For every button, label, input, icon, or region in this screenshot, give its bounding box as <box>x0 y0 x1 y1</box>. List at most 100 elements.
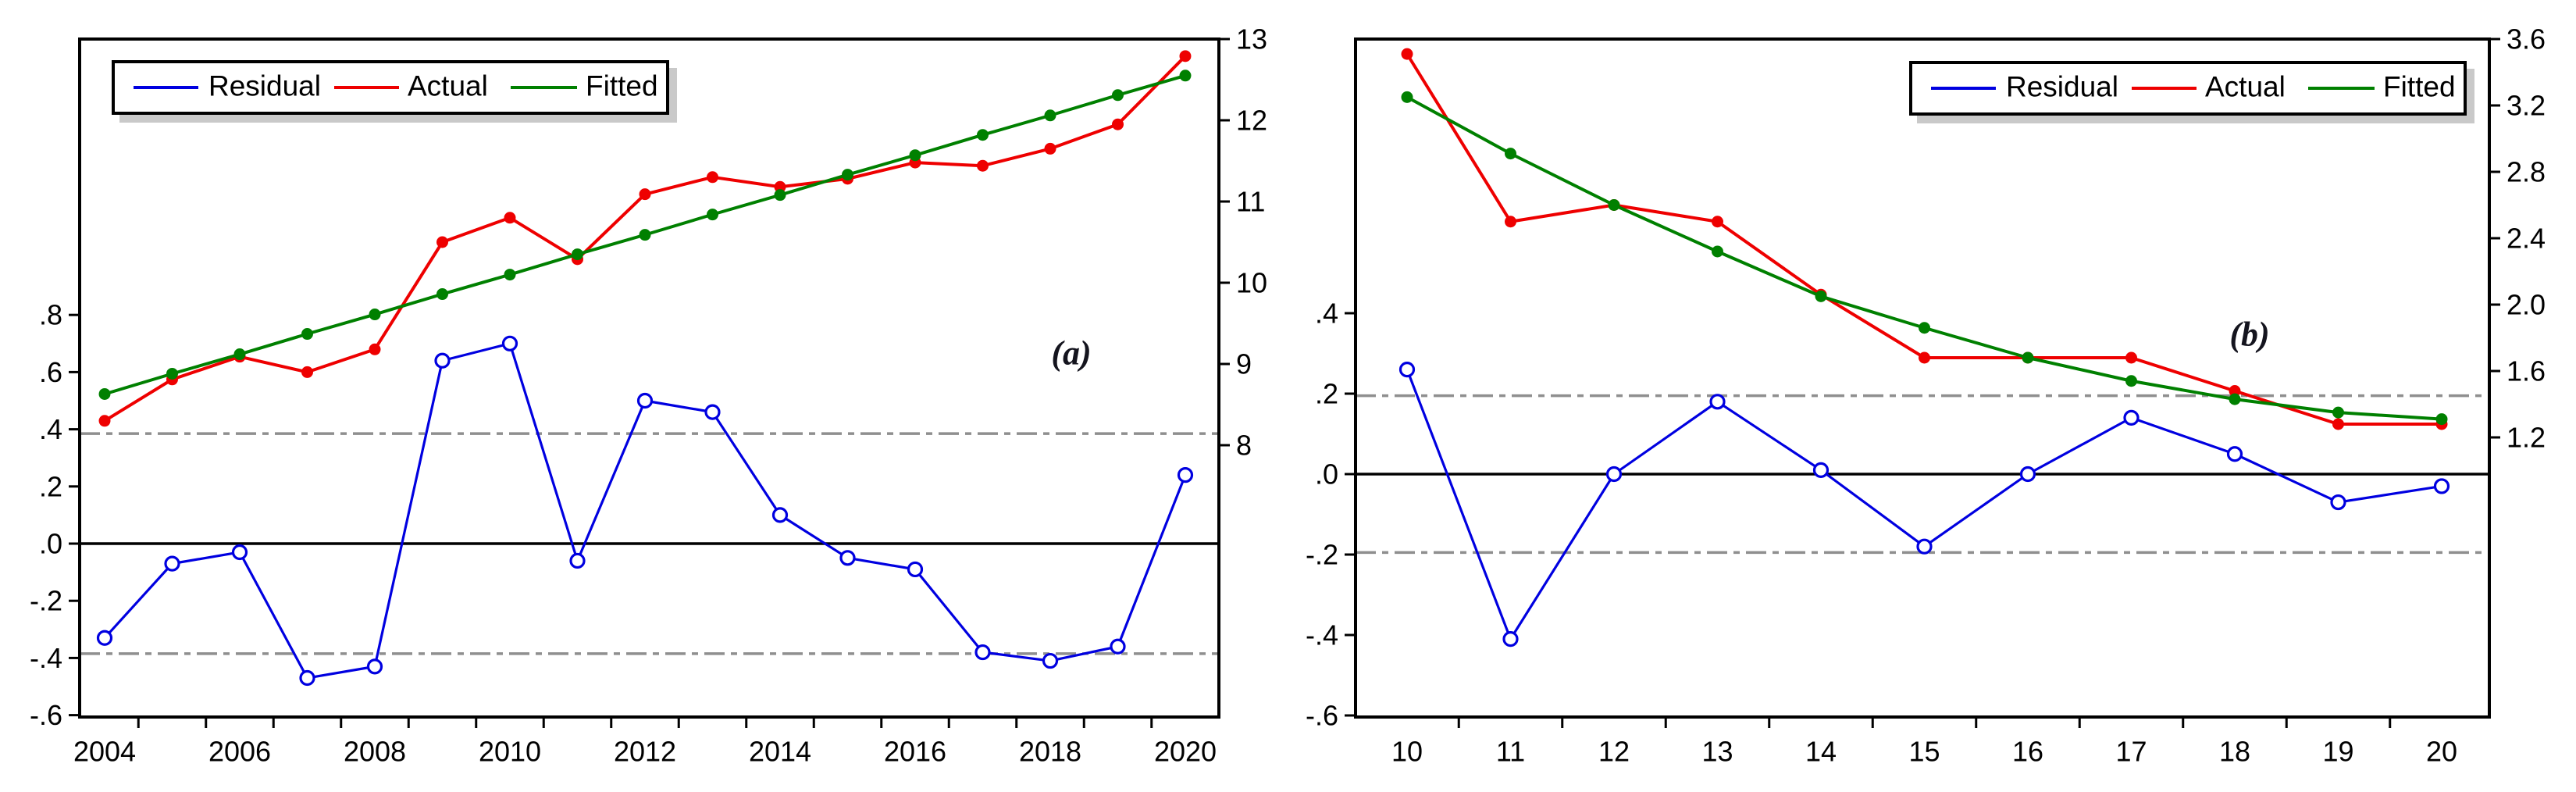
right-axis: 13 12 11 10 9 8 <box>1219 23 1267 462</box>
data-point-marker <box>299 669 315 687</box>
data-point-marker <box>1919 351 1930 364</box>
legend-label-residual: Residual <box>2006 70 2118 103</box>
legend-line-fitted <box>2308 87 2375 90</box>
svg-text:13: 13 <box>1701 736 1733 768</box>
svg-text:20: 20 <box>2426 736 2457 768</box>
svg-text:-.6: -.6 <box>1306 700 1338 732</box>
legend-label-residual: Residual <box>208 70 321 102</box>
data-point-marker <box>1401 48 1413 60</box>
data-point-marker <box>98 387 111 400</box>
data-point-marker <box>639 229 651 241</box>
x-axis: 2004 2006 2008 2010 2012 2014 2016 2018 2020 <box>73 717 1217 768</box>
data-point-marker <box>2123 409 2140 426</box>
legend-label-fitted: Fitted <box>586 70 658 102</box>
legend-label-fitted: Fitted <box>2383 70 2456 103</box>
data-point-marker <box>977 159 989 172</box>
series-residual <box>1398 362 2450 648</box>
svg-text:2004: 2004 <box>73 736 136 768</box>
data-point-marker <box>231 544 248 561</box>
svg-text:19: 19 <box>2322 736 2353 768</box>
data-point-marker <box>1179 70 1192 82</box>
svg-text:1.6: 1.6 <box>2507 355 2546 387</box>
data-point-marker <box>907 561 924 578</box>
svg-text:.4: .4 <box>1315 298 1338 330</box>
data-point-marker <box>977 129 989 141</box>
data-point-marker <box>501 335 518 351</box>
data-point-marker <box>436 236 448 248</box>
svg-text:9: 9 <box>1236 348 1252 380</box>
series-fitted <box>1401 91 2448 426</box>
data-point-marker <box>707 171 718 184</box>
data-point-marker <box>1712 216 1723 228</box>
data-point-marker <box>636 392 654 409</box>
data-point-marker <box>774 180 786 193</box>
svg-text:17: 17 <box>2115 736 2147 768</box>
svg-text:.6: .6 <box>39 356 62 388</box>
svg-text:10: 10 <box>1236 267 1267 299</box>
data-point-marker <box>1502 631 1519 648</box>
panel-(b): .4 .2 .0 -.2 -.4 -.6 3.6 3.2 2.8 2.4 2.0 1.6 1.2 10 11… <box>1306 23 2546 768</box>
data-point-marker <box>2125 351 2137 364</box>
svg-text:2010: 2010 <box>479 736 541 768</box>
data-point-marker <box>839 550 856 566</box>
data-point-marker <box>1044 142 1056 155</box>
data-point-marker <box>2332 418 2344 430</box>
data-point-marker <box>2229 393 2241 405</box>
data-point-marker <box>436 288 448 301</box>
legend-line-residual <box>134 86 198 89</box>
data-point-marker <box>1505 148 1516 160</box>
svg-text:18: 18 <box>2219 736 2250 768</box>
data-point-marker <box>96 630 113 646</box>
data-point-marker <box>707 209 718 221</box>
data-point-marker <box>1709 394 1726 410</box>
svg-text:2008: 2008 <box>344 736 406 768</box>
left-axis: .4 .2 .0 -.2 -.4 -.6 <box>1306 298 1356 732</box>
legend-line-fitted <box>511 86 577 89</box>
svg-text:-.2: -.2 <box>30 585 62 617</box>
legend-panel-a: Residual Actual Fitted <box>112 60 669 115</box>
data-point-marker <box>2435 413 2448 426</box>
svg-text:3.2: 3.2 <box>2507 90 2546 122</box>
svg-text:.2: .2 <box>39 470 62 502</box>
svg-text:2016: 2016 <box>884 736 946 768</box>
data-point-marker <box>2226 446 2243 462</box>
data-point-marker <box>1110 638 1126 655</box>
svg-text:11: 11 <box>1496 736 1525 768</box>
svg-text:14: 14 <box>1805 736 1837 768</box>
data-point-marker <box>2229 385 2241 397</box>
legend-label-actual: Actual <box>2205 70 2286 103</box>
data-point-marker <box>1605 466 1623 483</box>
svg-text:2012: 2012 <box>614 736 676 768</box>
series-fitted <box>98 70 1192 400</box>
legend-line-residual <box>1931 87 1996 90</box>
data-point-marker <box>1177 467 1194 483</box>
svg-text:15: 15 <box>1908 736 1940 768</box>
svg-text:16: 16 <box>2012 736 2043 768</box>
data-point-marker <box>1505 216 1516 228</box>
legend-line-actual <box>334 86 399 89</box>
data-point-marker <box>1044 109 1056 122</box>
svg-text:-.4: -.4 <box>30 642 62 674</box>
svg-text:.0: .0 <box>1315 458 1338 491</box>
right-axis: 3.6 3.2 2.8 2.4 2.0 1.6 1.2 <box>2489 23 2546 454</box>
svg-text:1.2: 1.2 <box>2507 422 2546 454</box>
data-point-marker <box>1608 199 1620 211</box>
data-point-marker <box>366 658 383 675</box>
svg-text:10: 10 <box>1391 736 1423 768</box>
left-axis: .8 .6 .4 .2 .0 -.2 -.4 -.6 <box>30 299 80 731</box>
svg-text:2.8: 2.8 <box>2507 156 2546 188</box>
legend-line-actual <box>2132 87 2197 90</box>
panel-label-a: (a) <box>1051 334 1092 373</box>
data-point-marker <box>369 309 381 321</box>
plot-border <box>1354 37 2491 719</box>
data-point-marker <box>704 404 721 420</box>
data-point-marker <box>1812 462 1830 478</box>
panel-label-b: (b) <box>2229 315 2270 354</box>
svg-text:11: 11 <box>1236 186 1265 218</box>
data-point-marker <box>233 348 246 361</box>
data-point-marker <box>1919 322 1930 334</box>
svg-text:2014: 2014 <box>749 736 811 768</box>
data-point-marker <box>164 555 180 572</box>
svg-text:2.4: 2.4 <box>2507 223 2546 255</box>
